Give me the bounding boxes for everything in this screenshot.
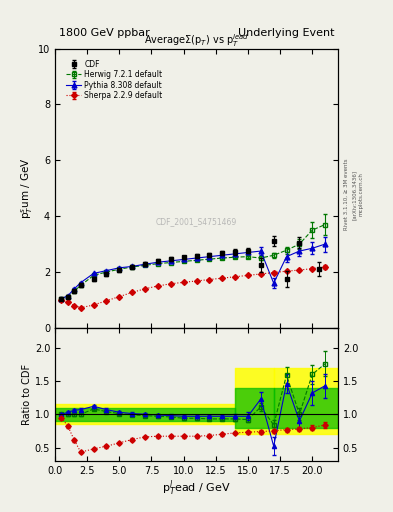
Text: mcplots.cern.ch: mcplots.cern.ch	[358, 173, 364, 217]
Y-axis label: p$_T^s$um / GeV: p$_T^s$um / GeV	[20, 157, 35, 219]
Text: 1800 GeV ppbar: 1800 GeV ppbar	[59, 28, 150, 38]
Title: Average$\Sigma$(p$_T$) vs p$_T^{lead}$: Average$\Sigma$(p$_T$) vs p$_T^{lead}$	[144, 32, 249, 49]
Text: CDF_2001_S4751469: CDF_2001_S4751469	[156, 217, 237, 226]
Text: Underlying Event: Underlying Event	[237, 28, 334, 38]
Legend: CDF, Herwig 7.2.1 default, Pythia 8.308 default, Sherpa 2.2.9 default: CDF, Herwig 7.2.1 default, Pythia 8.308 …	[64, 58, 164, 102]
Text: Rivet 3.1.10, ≥ 3M events: Rivet 3.1.10, ≥ 3M events	[344, 159, 349, 230]
Y-axis label: Ratio to CDF: Ratio to CDF	[22, 364, 32, 425]
X-axis label: p$_T^l$ead / GeV: p$_T^l$ead / GeV	[162, 478, 231, 498]
Text: [arXiv:1306.3436]: [arXiv:1306.3436]	[352, 169, 357, 220]
